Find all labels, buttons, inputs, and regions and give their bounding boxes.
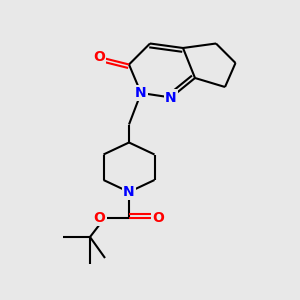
Text: N: N	[135, 86, 147, 100]
Text: O: O	[93, 50, 105, 64]
Text: O: O	[152, 211, 164, 224]
Text: N: N	[165, 91, 177, 104]
Text: N: N	[123, 185, 135, 199]
Text: O: O	[94, 211, 106, 224]
